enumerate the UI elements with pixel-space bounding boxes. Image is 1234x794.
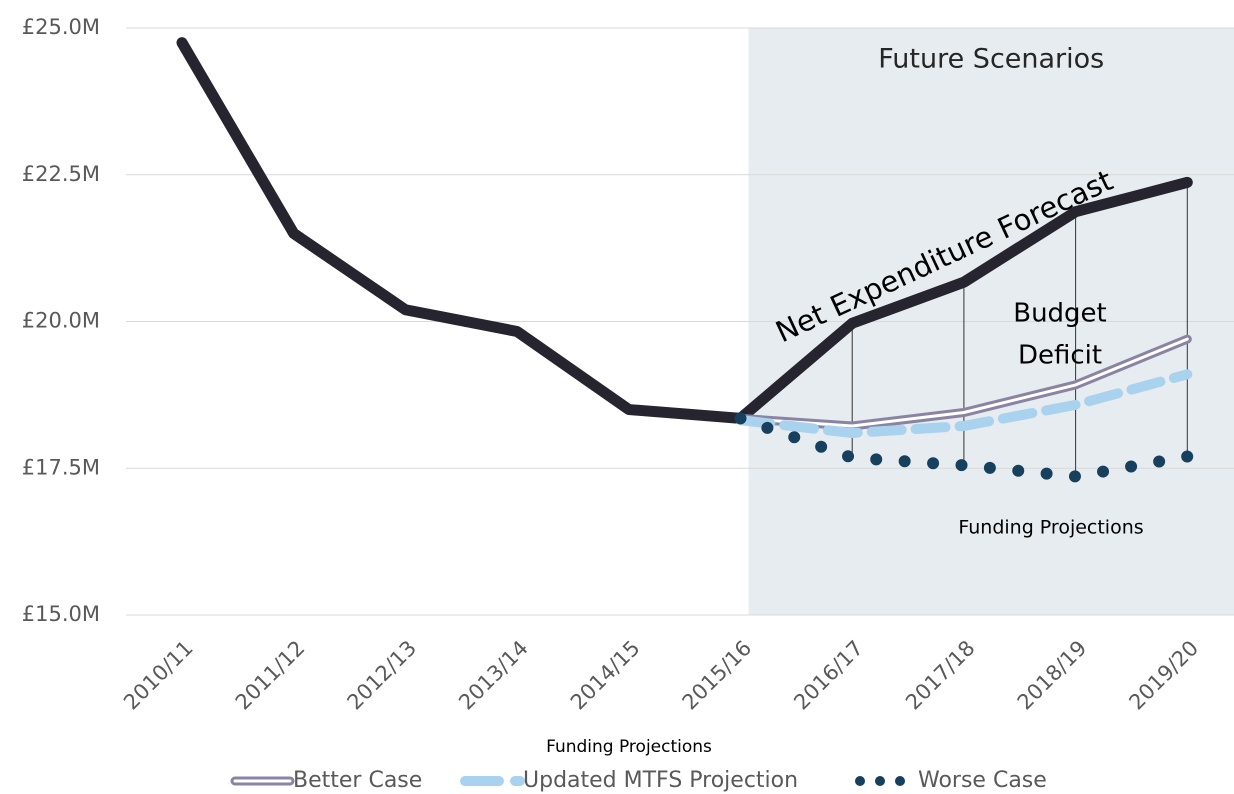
x-tick-label: 2019/20 — [1124, 636, 1203, 715]
x-tick-label: 2014/15 — [566, 636, 645, 715]
x-tick-label: 2012/13 — [343, 636, 422, 715]
x-axis-label: Funding Projections — [546, 737, 712, 757]
grid-layer — [126, 27, 1234, 616]
x-tick-label: 2018/19 — [1013, 636, 1092, 715]
y-tick-label: £25.0M — [22, 15, 100, 39]
y-tick-label: £20.0M — [22, 309, 100, 333]
legend-label: Updated MTFS Projection — [523, 768, 798, 793]
lines-layer — [176, 37, 1194, 483]
funding-annotation: Funding Projections — [958, 517, 1143, 539]
y-tick-label: £17.5M — [22, 455, 100, 479]
x-tick-label: 2016/17 — [789, 636, 868, 715]
x-tick-label: 2011/12 — [231, 636, 310, 715]
deficit-annotation: Budget — [1013, 299, 1107, 329]
x-tick-label: 2013/14 — [454, 636, 533, 715]
deficit-annotation: Deficit — [1018, 341, 1102, 371]
legend-label: Better Case — [293, 768, 422, 793]
y-tick-label: £15.0M — [22, 602, 100, 626]
y-tick-label: £22.5M — [22, 162, 100, 186]
x-tick-label: 2015/16 — [678, 636, 757, 715]
series-line — [735, 369, 1193, 439]
region-label: Future Scenarios — [878, 44, 1104, 75]
series-line — [176, 37, 1193, 424]
x-tick-label: 2010/11 — [119, 636, 198, 715]
series-line — [734, 412, 1194, 483]
legend-label: Worse Case — [918, 768, 1047, 793]
series-line-core — [739, 337, 1189, 428]
x-tick-label: 2017/18 — [901, 636, 980, 715]
